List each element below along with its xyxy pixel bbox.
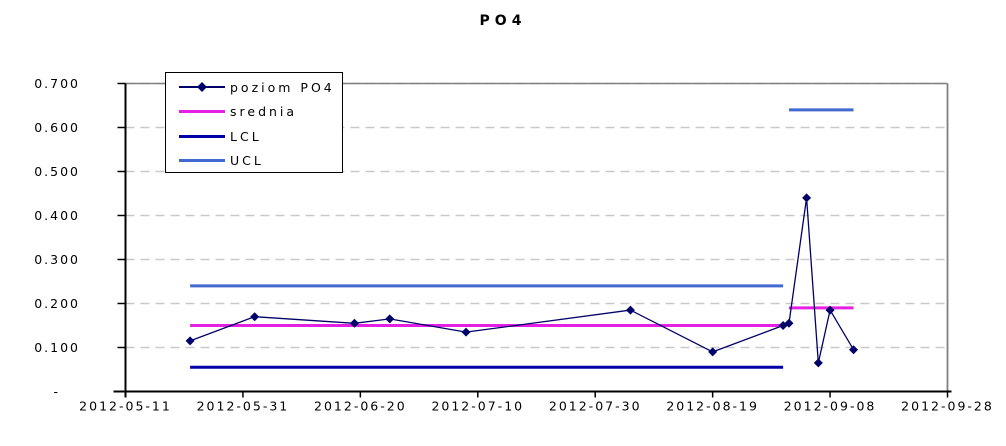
- x-tick-label: 2012-09-28: [901, 399, 994, 414]
- line-sample-icon: [179, 159, 225, 163]
- y-tick-label: 0.700: [34, 76, 80, 91]
- legend-swatch-0: [179, 82, 225, 93]
- legend-item-poziom-po4: poziom PO4: [179, 75, 342, 100]
- legend: poziom PO4 srednia LCL UCL: [165, 72, 343, 173]
- data-point-marker: [849, 345, 859, 355]
- legend-item-ucl: UCL: [179, 149, 342, 174]
- data-point-marker: [813, 358, 823, 368]
- data-point-marker: [349, 318, 359, 328]
- diamond-marker-icon: [197, 82, 207, 93]
- legend-swatch-1: [179, 106, 225, 117]
- x-tick-label: 2012-05-11: [79, 399, 172, 414]
- series-line-poziom-po4: [189, 197, 855, 364]
- y-tick-label: 0.600: [34, 120, 80, 135]
- y-tick-label: -: [53, 384, 60, 399]
- data-point-marker: [625, 305, 635, 315]
- y-tick-label: 0.500: [34, 164, 80, 179]
- data-point-marker: [708, 347, 718, 357]
- data-point-marker: [825, 305, 835, 315]
- y-tick-label: 0.300: [34, 252, 80, 267]
- legend-item-srednia: srednia: [179, 100, 342, 125]
- legend-label: poziom PO4: [230, 79, 335, 95]
- data-point-marker: [185, 336, 195, 346]
- chart-title: PO4: [479, 13, 527, 29]
- legend-item-lcl: LCL: [179, 124, 342, 149]
- x-tick-label: 2012-09-08: [784, 399, 877, 414]
- x-tick-label: 2012-08-19: [666, 399, 759, 414]
- y-tick-label: 0.200: [34, 296, 80, 311]
- x-tick-label: 2012-06-20: [314, 399, 407, 414]
- legend-label: LCL: [230, 128, 262, 144]
- data-point-marker: [385, 314, 395, 324]
- legend-swatch-3: [179, 155, 225, 166]
- legend-label: UCL: [230, 153, 264, 169]
- line-sample-icon: [179, 134, 225, 138]
- y-tick-label: 0.100: [34, 340, 80, 355]
- x-tick-label: 2012-07-30: [549, 399, 642, 414]
- y-tick-label: 0.400: [34, 208, 80, 223]
- x-tick-label: 2012-05-31: [197, 399, 290, 414]
- line-sample-icon: [179, 110, 225, 114]
- data-point-marker: [461, 327, 471, 337]
- x-tick-label: 2012-07-10: [431, 399, 524, 414]
- data-point-marker: [784, 318, 794, 328]
- data-point-marker: [250, 312, 260, 322]
- legend-label: srednia: [230, 104, 298, 120]
- data-point-marker: [802, 193, 812, 203]
- legend-swatch-2: [179, 131, 225, 142]
